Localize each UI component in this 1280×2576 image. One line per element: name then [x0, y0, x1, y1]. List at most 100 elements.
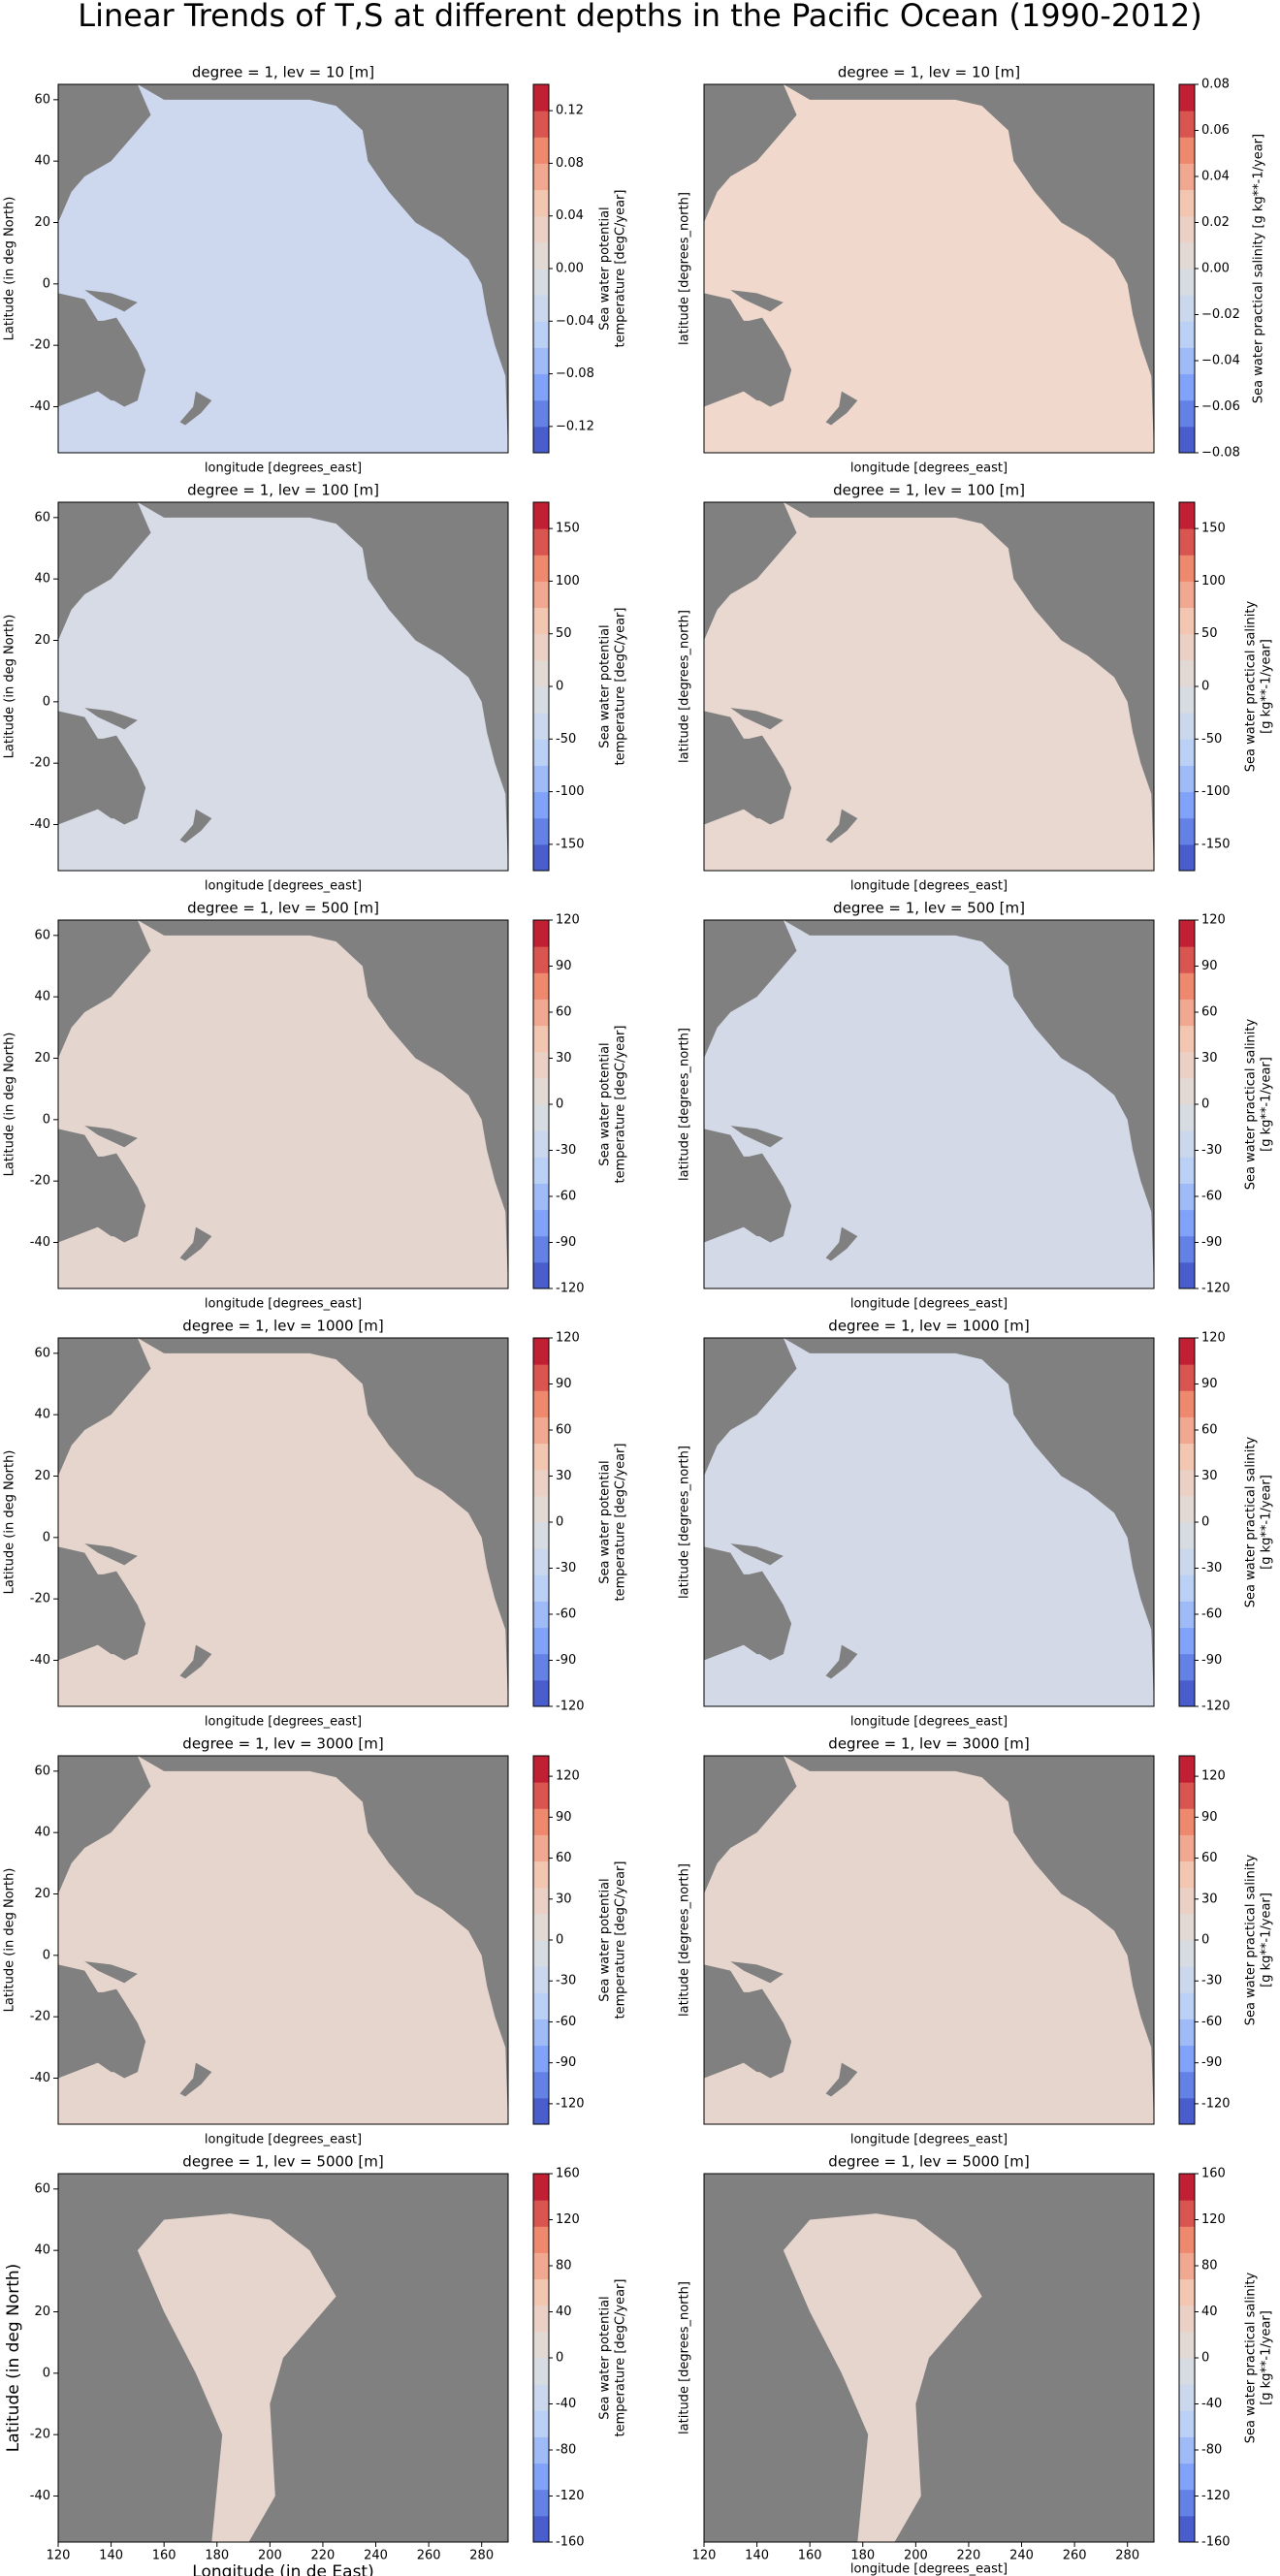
- panel-title: degree = 1, lev = 5000 [m]: [182, 2153, 383, 2171]
- colorbar-tick-label: 60: [1201, 1005, 1218, 1020]
- colorbar-tick-label: 0.00: [556, 262, 584, 276]
- x-axis-label: longitude [degrees_east]: [205, 461, 362, 476]
- x-tick-label: 140: [99, 2549, 123, 2563]
- colorbar-tick-label: 100: [556, 574, 580, 588]
- panel-title: degree = 1, lev = 500 [m]: [187, 900, 379, 917]
- panel-title: degree = 1, lev = 1000 [m]: [182, 1318, 383, 1335]
- land: [179, 1644, 212, 1679]
- colorbar-band: [1179, 1051, 1195, 1079]
- y-tick-label: 40: [34, 572, 50, 587]
- colorbar-label: temperature [degC/year]: [614, 1444, 628, 1602]
- land: [730, 1961, 784, 1984]
- colorbar-band: [533, 1104, 549, 1131]
- colorbar-band: [533, 2489, 549, 2517]
- colorbar-label: Sea water potential: [598, 1042, 613, 1165]
- colorbar-band: [1179, 607, 1195, 635]
- colorbar-band: [533, 347, 549, 375]
- colorbar-band: [533, 999, 549, 1027]
- colorbar-band: [1179, 1992, 1195, 2019]
- land: [825, 391, 858, 426]
- colorbar-tick-label: 30: [1201, 1469, 1218, 1483]
- colorbar-band: [1179, 2463, 1195, 2491]
- colorbar-tick-label: 30: [1201, 1892, 1218, 1906]
- colorbar-band: [1179, 2358, 1195, 2385]
- colorbar-band: [533, 555, 549, 582]
- colorbar-band: [1179, 1679, 1195, 1707]
- colorbar-tick-label: 0: [1201, 1515, 1209, 1530]
- colorbar-tick-label: -50: [1201, 732, 1222, 747]
- colorbar-tick-label: -120: [1201, 1282, 1231, 1296]
- colorbar-tick-label: 0: [556, 1515, 563, 1530]
- colorbar-tick-label: 0: [1201, 1097, 1209, 1112]
- colorbar-band: [1179, 1235, 1195, 1263]
- colorbar-band: [1179, 84, 1195, 111]
- colorbar-band: [1179, 1782, 1195, 1809]
- colorbar-band: [533, 946, 549, 973]
- y-tick-label: 20: [34, 215, 50, 230]
- colorbar-band: [1179, 1653, 1195, 1681]
- colorbar-band: [533, 2019, 549, 2047]
- colorbar-tick-label: -60: [556, 1607, 576, 1622]
- colorbar-band: [533, 1183, 549, 1211]
- colorbar-tick-label: 160: [556, 2167, 580, 2181]
- colorbar-label: Sea water practical salinity: [1244, 600, 1259, 772]
- colorbar-band: [533, 765, 549, 793]
- colorbar-band: [1179, 163, 1195, 191]
- x-axis-label: Longitude (in de East): [192, 2562, 373, 2576]
- colorbar-band: [533, 1157, 549, 1184]
- colorbar-band: [533, 2436, 549, 2465]
- colorbar-band: [1179, 2436, 1195, 2465]
- land: [704, 317, 792, 401]
- colorbar-tick-label: -120: [556, 1700, 585, 1714]
- y-tick-label: 40: [34, 1826, 50, 1840]
- y-axis-label: latitude [degrees_north]: [678, 192, 692, 345]
- colorbar-tick-label: −0.08: [556, 366, 594, 381]
- colorbar-band: [533, 1834, 549, 1862]
- colorbar-tick-label: -120: [1201, 2489, 1231, 2503]
- colorbar-band: [1179, 347, 1195, 375]
- colorbar-band: [1179, 1966, 1195, 1993]
- colorbar-label: Sea water practical salinity: [1244, 1854, 1259, 2025]
- colorbar-band: [1179, 2200, 1195, 2227]
- colorbar-tick-label: -40: [556, 2397, 576, 2411]
- colorbar-band: [1179, 2252, 1195, 2280]
- ocean: [704, 84, 1154, 453]
- y-axis-label: Latitude (in deg North): [4, 2264, 23, 2453]
- colorbar-band: [533, 2410, 549, 2437]
- colorbar-band: [1179, 2515, 1195, 2543]
- plot-frame: [57, 1755, 509, 2125]
- colorbar-label: [g kg**-1/year]: [1260, 1892, 1274, 1988]
- plot-frame: [703, 919, 1155, 1289]
- colorbar-band: [1179, 215, 1195, 243]
- colorbar-band: [1179, 1601, 1195, 1629]
- colorbar-band: [1179, 1209, 1195, 1237]
- colorbar-tick-label: 120: [1201, 1331, 1226, 1346]
- colorbar-band: [1179, 2226, 1195, 2253]
- colorbar-band: [533, 713, 549, 740]
- colorbar-tick-label: -160: [1201, 2535, 1231, 2550]
- x-tick-label: 260: [417, 2549, 441, 2563]
- colorbar-tick-label: 30: [1201, 1051, 1218, 1065]
- colorbar-tick-label: 0.04: [556, 208, 584, 223]
- x-tick-label: 160: [798, 2549, 822, 2563]
- land: [179, 2062, 212, 2097]
- y-axis-label: Latitude (in deg North): [3, 1033, 17, 1177]
- land: [179, 1226, 212, 1261]
- colorbar-band: [1179, 2278, 1195, 2306]
- colorbar-band: [1179, 321, 1195, 348]
- colorbar-tick-label: 0.06: [1201, 123, 1230, 138]
- y-tick-label: 60: [34, 510, 50, 525]
- y-tick-label: 60: [34, 2181, 50, 2196]
- colorbar-tick-label: 50: [556, 626, 572, 641]
- ocean: [704, 920, 1154, 1288]
- colorbar-tick-label: 60: [556, 1423, 572, 1438]
- colorbar-tick-label: 90: [1201, 1377, 1218, 1391]
- colorbar-tick-label: -30: [1201, 1974, 1222, 1988]
- x-axis-label: longitude [degrees_east]: [205, 2133, 362, 2147]
- colorbar-band: [533, 1808, 549, 1835]
- land: [704, 735, 792, 819]
- y-axis-label: latitude [degrees_north]: [678, 1446, 692, 1599]
- colorbar-band: [1179, 1627, 1195, 1655]
- colorbar-tick-label: -90: [556, 1235, 576, 1250]
- x-tick-label: 120: [692, 2549, 717, 2563]
